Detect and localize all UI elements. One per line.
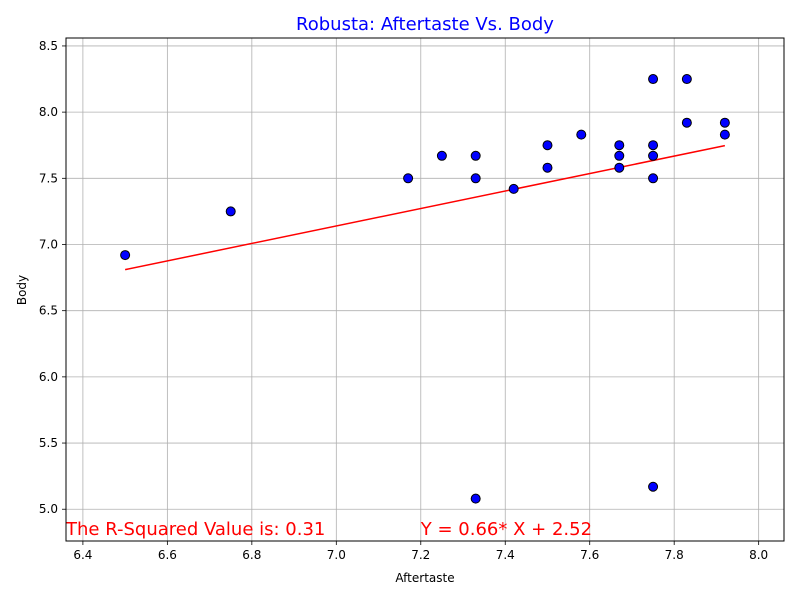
data-point [681,117,692,128]
data-point [470,493,481,504]
x-axis-ticks: 6.4 6.6 6.8 7.0 7.2 7.4 7.6 7.8 8.0 [73,541,768,562]
y-tick-label: 6.5 [39,304,58,318]
data-point [648,481,659,492]
data-point [225,206,236,217]
annotation-text: Y = 0.66* X + 2.52 [420,519,592,540]
data-point [576,129,587,140]
regression-line [124,144,726,271]
y-tick-label: 7.0 [39,237,58,251]
data-point [614,150,625,161]
data-point [614,162,625,173]
grid [66,38,784,541]
data-point [470,173,481,184]
x-axis-label: Aftertaste [395,571,454,585]
data-point [470,150,481,161]
x-tick-label: 7.0 [327,548,346,562]
data-point [542,162,553,173]
y-tick-label: 8.0 [39,105,58,119]
data-point [648,140,659,151]
data-points [120,74,730,504]
data-point [614,140,625,151]
annotations: The R-Squared Value is: 0.31 Y = 0.66* X … [65,519,592,540]
y-tick-label: 5.0 [39,502,58,516]
data-point [648,173,659,184]
annotation-text: The R-Squared Value is: 0.31 [65,519,325,540]
x-tick-label: 7.2 [411,548,430,562]
data-point [508,183,519,194]
y-tick-label: 6.0 [39,370,58,384]
data-point [403,173,414,184]
y-axis-label: Body [15,275,29,305]
chart-title: Robusta: Aftertaste Vs. Body [296,14,554,35]
data-point [681,74,692,85]
x-tick-label: 7.8 [665,548,684,562]
data-point [719,129,730,140]
y-tick-label: 5.5 [39,436,58,450]
regression-line-group [124,144,726,271]
x-tick-label: 6.4 [73,548,92,562]
data-point [719,117,730,128]
data-point [542,140,553,151]
x-tick-label: 6.8 [242,548,261,562]
x-tick-label: 7.4 [496,548,515,562]
data-point [436,150,447,161]
plot-frame [65,37,785,542]
x-tick-label: 7.6 [580,548,599,562]
y-axis-ticks: 5.0 5.5 6.0 6.5 7.0 7.5 8.0 8.5 [39,39,66,516]
data-point [120,250,131,261]
y-tick-label: 8.5 [39,39,58,53]
data-point [648,150,659,161]
y-tick-label: 7.5 [39,171,58,185]
data-point [648,74,659,85]
x-tick-label: 6.6 [158,548,177,562]
x-tick-label: 8.0 [749,548,768,562]
